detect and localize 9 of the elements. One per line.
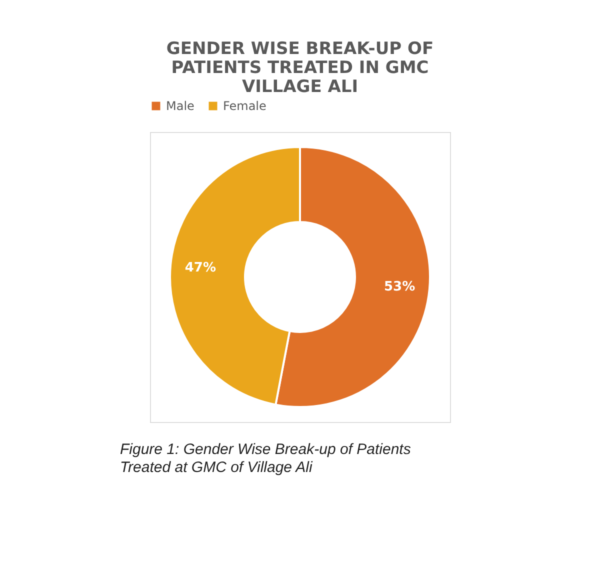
data-label: 47% [184, 260, 216, 276]
text: Treated at GMC of Village Ali [120, 459, 313, 476]
legend-label: Male [166, 99, 194, 113]
text: GENDER WISE BREAK-UP OF [166, 39, 434, 59]
text: PATIENTS TREATED IN GMC [171, 58, 429, 78]
data-label: 53% [384, 279, 416, 294]
legend-label: Female [223, 99, 266, 113]
caption: Figure 1: Gender Wise Break-up of Patients [120, 441, 412, 458]
text: VILLAGE ALI [242, 77, 358, 97]
